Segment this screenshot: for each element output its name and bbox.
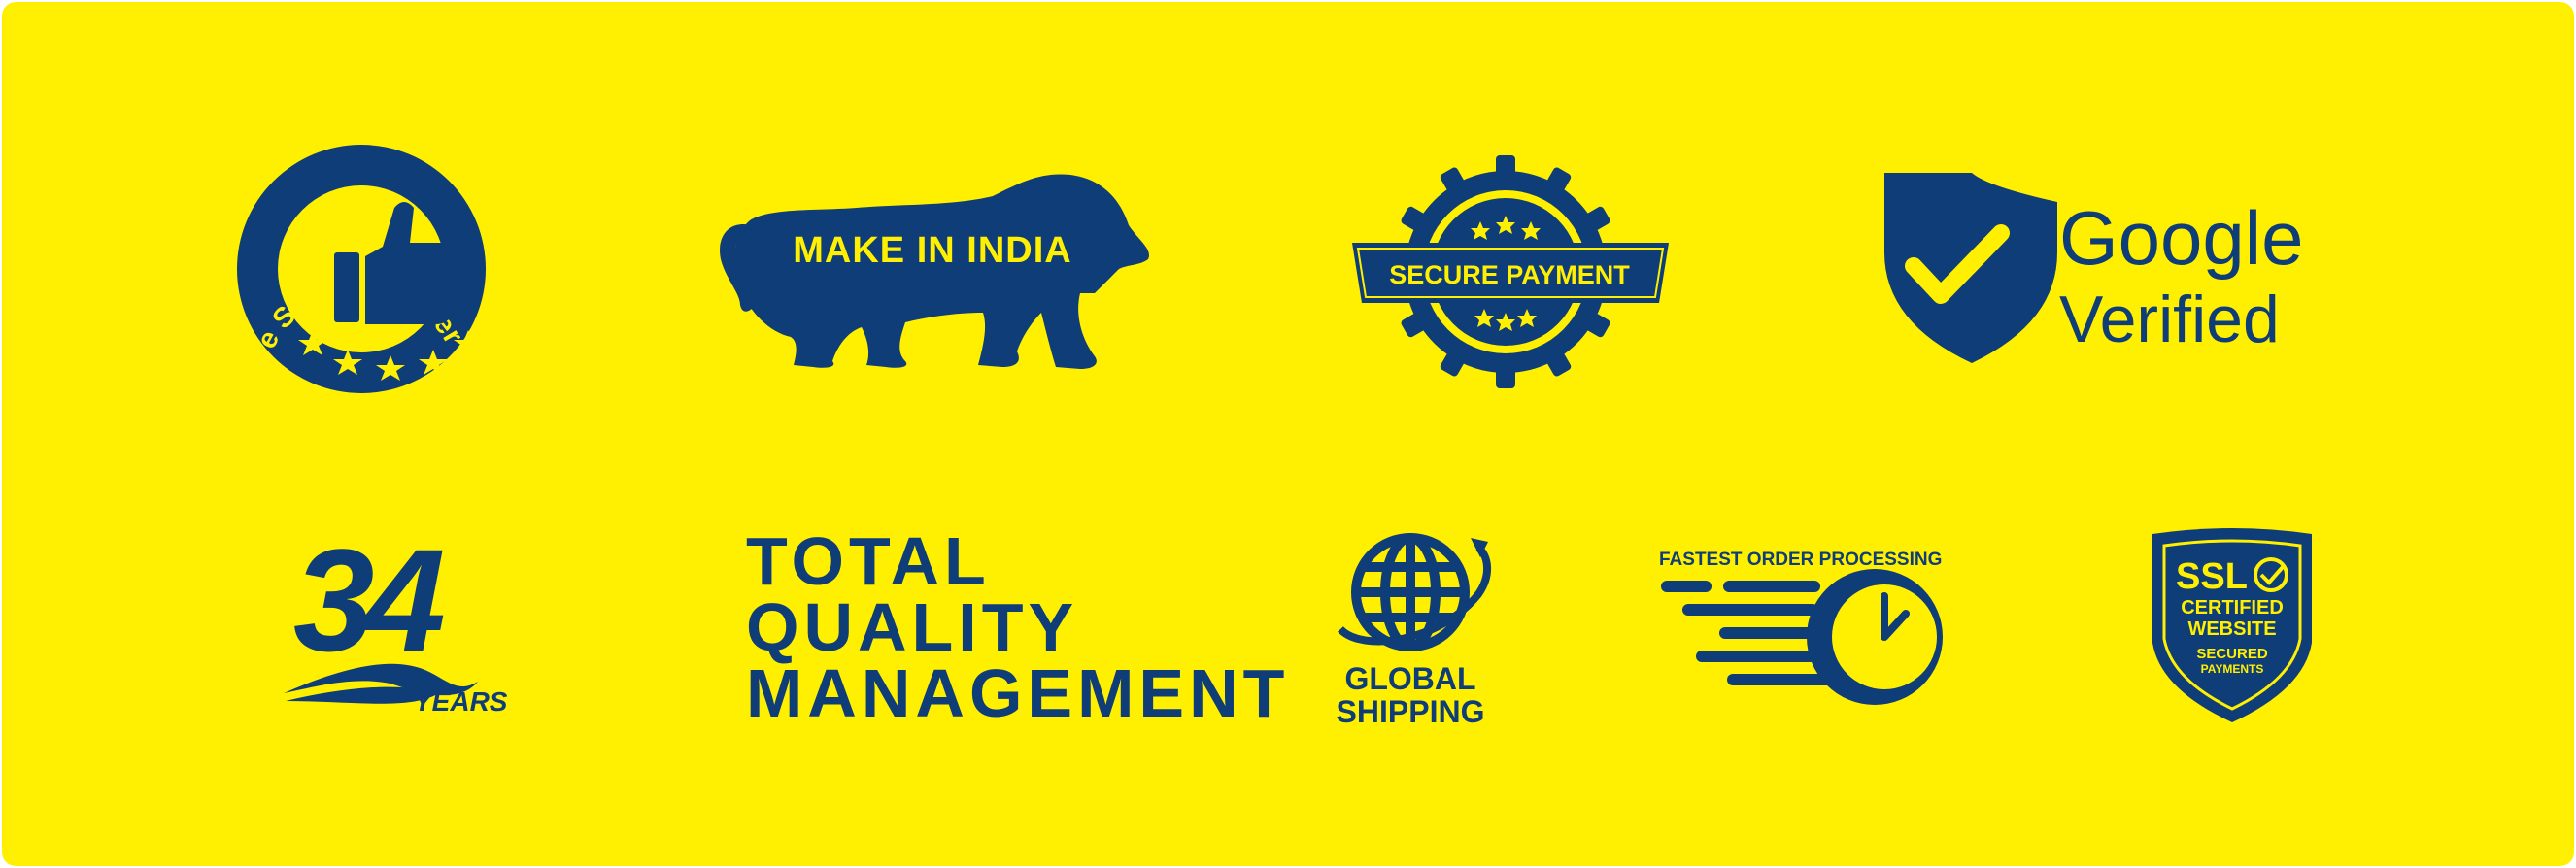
globe-icon [1351, 533, 1470, 651]
global-text: GLOBAL [1344, 661, 1475, 696]
star-row [298, 330, 483, 381]
years-number: 34 [293, 518, 443, 682]
verified-text: Verified [2059, 283, 2280, 356]
star-icon [333, 350, 362, 375]
ssl-check-icon [2259, 565, 2285, 585]
make-in-india-text: MAKE IN INDIA [793, 230, 1071, 271]
wave-icon [284, 663, 478, 696]
star-icon [419, 350, 448, 375]
secured-text: SECURED [2196, 646, 2268, 662]
star-icon [454, 330, 483, 355]
years-badge: 34 YEARS [284, 518, 508, 717]
speed-lines [1661, 581, 1834, 685]
google-text: Google [2059, 195, 2304, 281]
star-icon [376, 355, 405, 381]
thumbs-up-icon [334, 202, 459, 324]
shipping-text: SHIPPING [1337, 694, 1485, 729]
ribbon-border [1356, 248, 1665, 298]
fast-order-text: FASTEST ORDER PROCESSING [1659, 550, 1942, 570]
check-icon [1905, 224, 2010, 304]
tqm-line1: TOTAL [746, 523, 991, 599]
years-label: YEARS [414, 686, 508, 717]
tqm-badge: TOTAL QUALITY MANAGEMENT [746, 523, 1289, 731]
secure-payment-text: SECURE PAYMENT [1389, 260, 1630, 289]
google-verified-badge: Google Verified [1884, 173, 2304, 363]
clock-icon [1807, 569, 1943, 705]
ribbon [1352, 243, 1669, 303]
star-icon [298, 330, 327, 355]
ssl-badge: SSL CERTIFIED WEBSITE SECURED PAYMENTS [2152, 528, 2312, 722]
orbit-arrow [1338, 544, 1491, 646]
global-shipping-badge: GLOBAL SHIPPING [1337, 533, 1491, 729]
fast-order-badge: FASTEST ORDER PROCESSING [1659, 550, 1943, 705]
shield-border [2162, 539, 2302, 711]
make-in-india-badge: MAKE IN INDIA [720, 174, 1149, 369]
secure-payment-badge: SECURE PAYMENT [1352, 155, 1669, 388]
lion-icon [720, 174, 1149, 369]
certified-text: CERTIFIED [2181, 597, 2284, 618]
tqm-line3: MANAGEMENT [746, 655, 1289, 731]
ssl-check-circle [2254, 557, 2288, 592]
tqm-line2: QUALITY [746, 589, 1078, 665]
website-text: WEBSITE [2187, 618, 2276, 640]
ssl-text: SSL [2176, 556, 2248, 597]
wave-icon [286, 686, 439, 704]
payments-text: PAYMENTS [2201, 662, 2264, 676]
arrow-head-icon [1471, 538, 1488, 557]
